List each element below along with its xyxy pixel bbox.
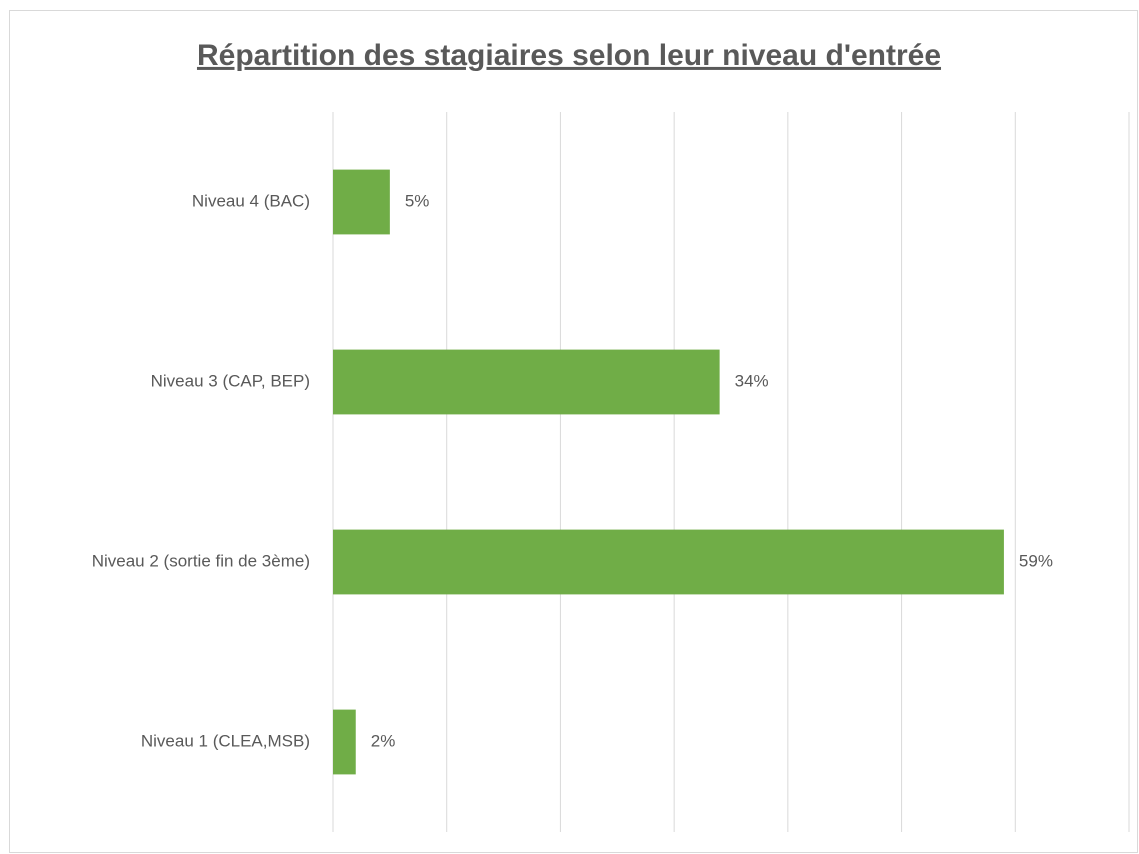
- chart-title: Répartition des stagiaires selon leur ni…: [197, 39, 941, 72]
- y-tick-label: Niveau 1 (CLEA,MSB): [141, 731, 310, 750]
- bar: [333, 349, 720, 415]
- data-label: 2%: [371, 731, 396, 750]
- chart-border: [9, 10, 1138, 853]
- data-label: 5%: [405, 191, 430, 210]
- y-tick-label: Niveau 4 (BAC): [192, 191, 310, 210]
- bar: [333, 529, 1004, 595]
- data-label: 34%: [735, 371, 769, 390]
- bar: [333, 169, 390, 235]
- y-tick-label: Niveau 2 (sortie fin de 3ème): [92, 551, 310, 570]
- bar: [333, 709, 356, 775]
- data-label: 59%: [1019, 551, 1053, 570]
- y-tick-label: Niveau 3 (CAP, BEP): [151, 371, 310, 390]
